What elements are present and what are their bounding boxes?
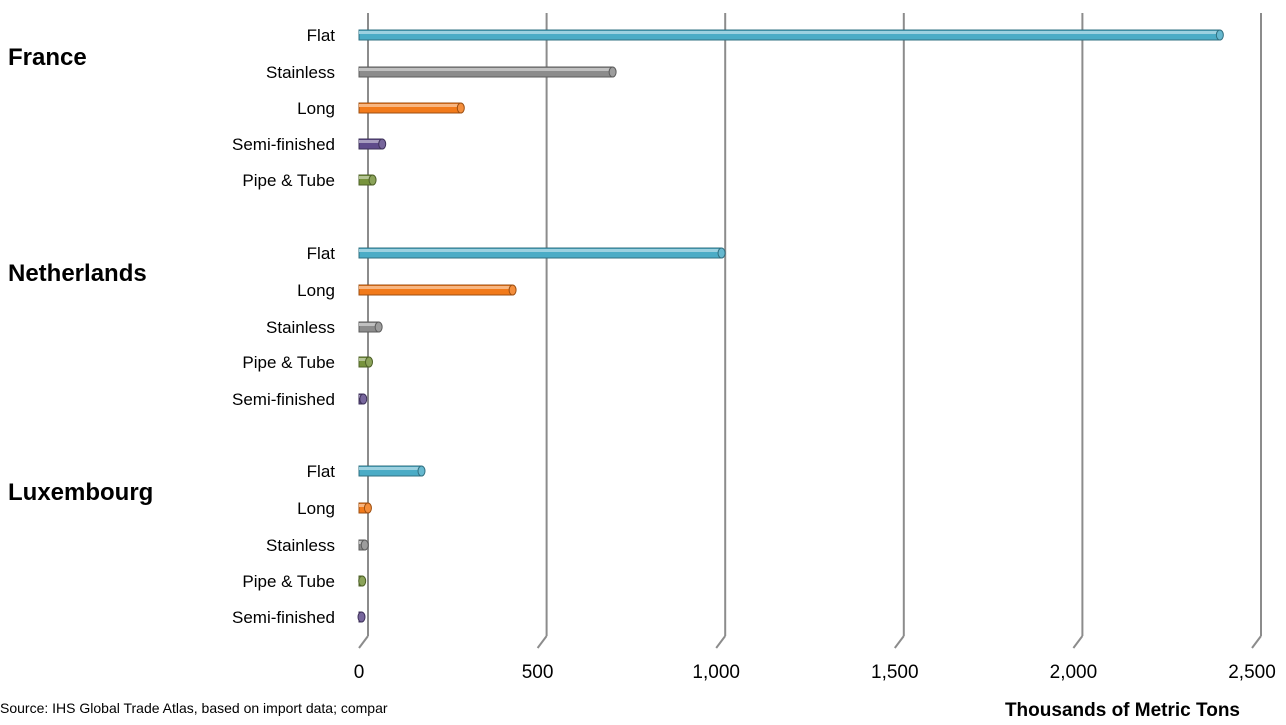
bar (358, 138, 387, 150)
bar (358, 393, 368, 405)
category-label: Long (297, 499, 335, 518)
category-label: Semi-finished (232, 608, 335, 627)
x-tick-label: 2,000 (1050, 662, 1098, 683)
group-label: France (8, 44, 87, 71)
category-label: Flat (307, 244, 336, 263)
bar (358, 284, 517, 296)
bar-end-cap (359, 393, 368, 405)
x-tick-label: 0 (354, 662, 365, 683)
category-label: Flat (307, 462, 336, 481)
category-label: Pipe & Tube (242, 572, 335, 591)
bar-end-cap (357, 611, 366, 623)
bar-layer (357, 29, 1224, 623)
bar-end-cap (717, 247, 726, 259)
category-label: Pipe & Tube (242, 171, 335, 190)
bar (358, 502, 372, 514)
category-label: Stainless (266, 63, 335, 82)
bar-end-cap (456, 102, 465, 114)
category-label: Long (297, 281, 335, 300)
bar-highlight (359, 140, 383, 143)
bar (358, 321, 383, 333)
label-layer: 0 500 1,000 1,500 2,000 2,500 France Flat Stainl… (8, 26, 1276, 683)
bar-end-cap (1215, 29, 1224, 41)
gridline-floor-edge (536, 635, 548, 649)
x-tick-label: 1,500 (871, 662, 919, 683)
bar-highlight (359, 358, 370, 361)
bar (358, 575, 367, 587)
bar-highlight (359, 104, 461, 107)
bar-end-cap (378, 138, 387, 150)
category-label: Semi-finished (232, 135, 335, 154)
category-label: Long (297, 99, 335, 118)
bar-end-cap (608, 66, 617, 78)
bar-end-cap (417, 465, 426, 477)
x-tick-label: 2,500 (1228, 662, 1276, 683)
source-note: Source: IHS Global Trade Atlas, based on… (0, 700, 388, 716)
gridline-floor-edge (893, 635, 905, 649)
bar-end-cap (368, 174, 377, 186)
gridline-floor-edge (1072, 635, 1084, 649)
group-label: Luxembourg (8, 479, 153, 506)
bar-highlight (359, 286, 513, 289)
bar-highlight (359, 323, 379, 326)
gridline-floor-edge (358, 635, 369, 649)
bar (358, 29, 1224, 41)
bar-end-cap (363, 502, 372, 514)
category-label: Pipe & Tube (242, 353, 335, 372)
bar (358, 247, 726, 259)
x-axis-title: Thousands of Metric Tons (1005, 700, 1240, 721)
gridline-floor-edge (1251, 635, 1262, 649)
group-label: Netherlands (8, 260, 147, 287)
bar (358, 174, 377, 186)
bar (358, 102, 465, 114)
bar-highlight (359, 31, 1220, 34)
bar-highlight (359, 249, 722, 252)
bar (357, 611, 366, 623)
bar-end-cap (508, 284, 517, 296)
bar (358, 66, 617, 78)
x-tick-label: 1,000 (692, 662, 740, 683)
x-tick-label: 500 (522, 662, 554, 683)
category-label: Semi-finished (232, 390, 335, 409)
bar-end-cap (358, 575, 367, 587)
bar (358, 539, 369, 551)
bar (358, 356, 374, 368)
bar-highlight (359, 68, 613, 71)
bar-end-cap (365, 356, 374, 368)
category-label: Flat (307, 26, 336, 45)
category-label: Stainless (266, 536, 335, 555)
bar-highlight (359, 504, 368, 507)
category-label: Stainless (266, 318, 335, 337)
bar (358, 465, 426, 477)
bar-highlight (359, 176, 373, 179)
bar-highlight (359, 467, 422, 470)
bar-end-cap (374, 321, 383, 333)
gridline-floor-edge (715, 635, 727, 649)
grid-layer (358, 13, 1262, 649)
bar-end-cap (360, 539, 369, 551)
